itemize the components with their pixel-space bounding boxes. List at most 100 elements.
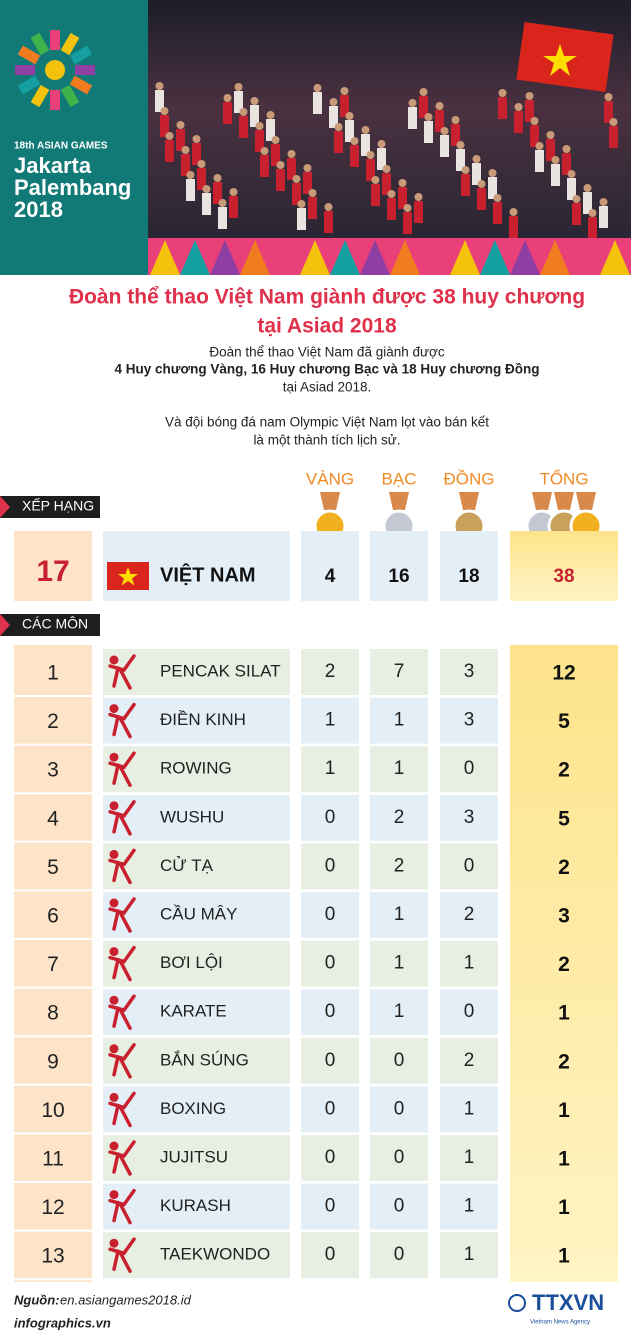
- athlete: [551, 164, 560, 186]
- medal-cell: [370, 1135, 428, 1181]
- athlete-head: [350, 137, 359, 145]
- pattern-shape: [240, 240, 270, 275]
- total-count: 12: [552, 662, 575, 685]
- athlete: [223, 102, 232, 124]
- athlete-head: [181, 146, 190, 154]
- medal-count: 38: [553, 566, 574, 587]
- medal-cell: [301, 989, 359, 1036]
- athlete-head: [472, 155, 481, 163]
- total-count: 1: [558, 1196, 570, 1219]
- athlete: [266, 119, 275, 141]
- athlete: [155, 90, 164, 112]
- sport-icon: [108, 1140, 136, 1176]
- athlete-head: [440, 127, 449, 135]
- tab-arrow: [0, 496, 10, 518]
- pattern-shape: [300, 240, 330, 275]
- athlete: [176, 129, 185, 151]
- logo-ray: [50, 90, 60, 110]
- athlete: [308, 197, 317, 219]
- medal-cell: [370, 1086, 428, 1133]
- pattern-shape: [390, 240, 420, 275]
- medal-count: 0: [394, 1244, 405, 1265]
- sport-icon: [109, 1092, 119, 1102]
- row-rank: 9: [47, 1050, 59, 1073]
- medal-count: 0: [325, 1147, 336, 1168]
- athlete: [324, 211, 333, 233]
- medal-cell: [370, 892, 428, 938]
- logo-ray: [69, 75, 93, 95]
- rank-cell: [14, 531, 92, 601]
- pattern: [150, 240, 630, 275]
- medal-ribbon: [576, 492, 596, 510]
- medal-count: 0: [394, 1098, 405, 1119]
- medal-count: 0: [325, 904, 336, 925]
- discipline: CỬ TẠ: [160, 856, 214, 875]
- medal-count: 1: [464, 1147, 475, 1168]
- sport-icon: [108, 1188, 136, 1225]
- athlete-head: [313, 84, 322, 92]
- athlete: [609, 126, 618, 148]
- medal-count: 1: [394, 953, 405, 974]
- athlete: [350, 145, 359, 167]
- athlete-head: [276, 161, 285, 169]
- medal-cell: [301, 1086, 359, 1133]
- logo-ray: [50, 30, 60, 50]
- agency: TTXVN: [532, 1290, 604, 1315]
- discipline: WUSHU: [160, 807, 224, 826]
- athlete: [435, 110, 444, 132]
- logo-text: Palembang: [14, 175, 131, 200]
- discipline: BẮN SÚNG: [160, 1050, 249, 1069]
- athlete: [408, 107, 417, 129]
- athlete: [197, 168, 206, 190]
- athlete: [371, 184, 380, 206]
- medal-cell: [440, 746, 498, 793]
- logo-ray: [69, 45, 93, 65]
- column-header: VÀNG: [306, 469, 354, 488]
- athlete-head: [186, 171, 195, 179]
- logo-ray: [75, 65, 95, 75]
- athlete-head: [451, 116, 460, 124]
- column-header: BẠC: [382, 469, 417, 488]
- athlete: [398, 187, 407, 209]
- athlete-head: [255, 122, 264, 130]
- athlete: [387, 198, 396, 220]
- athlete-head: [387, 190, 396, 198]
- total-count: 1: [558, 1002, 570, 1025]
- pattern-shape: [180, 240, 210, 275]
- medal-count: 0: [325, 855, 336, 876]
- athlete-head: [260, 147, 269, 155]
- athlete: [382, 173, 391, 195]
- logo-ray: [60, 84, 80, 108]
- total-count: 2: [558, 953, 570, 976]
- medal-cell: [510, 531, 618, 601]
- logo-mark: [15, 30, 95, 110]
- athlete: [250, 105, 259, 127]
- athlete: [567, 178, 576, 200]
- medal-count: 0: [325, 807, 336, 828]
- sport-icon: [109, 1238, 119, 1248]
- medal-count: 0: [325, 1196, 336, 1217]
- athlete-head: [329, 98, 338, 106]
- medal-count: 2: [464, 1050, 475, 1071]
- medal-count: 16: [388, 566, 409, 587]
- athlete: [361, 134, 370, 156]
- discipline: CẦU MÂY: [160, 904, 237, 923]
- athlete: [546, 139, 555, 161]
- athlete-head: [234, 83, 243, 91]
- row-rank: 1: [47, 662, 59, 685]
- athlete-head: [366, 151, 375, 159]
- athlete: [287, 158, 296, 180]
- athlete-head: [599, 198, 608, 206]
- row-rank: 2: [47, 710, 59, 733]
- discipline: ĐIỀN KINH: [160, 710, 246, 729]
- row-rank: 13: [41, 1245, 64, 1268]
- athlete-head: [403, 204, 412, 212]
- medal-cell: [440, 843, 498, 890]
- medal-count: 1: [325, 710, 336, 731]
- medal-count: 0: [325, 1001, 336, 1022]
- pattern-shape: [420, 240, 450, 275]
- medal-cell: [440, 1183, 498, 1230]
- athlete-head: [562, 145, 571, 153]
- athlete: [160, 115, 169, 137]
- athlete-head: [530, 117, 539, 125]
